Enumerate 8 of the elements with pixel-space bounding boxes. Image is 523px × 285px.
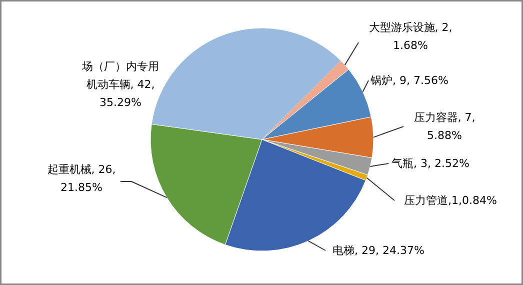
slice-label: 锅炉, 9, 7.56% (370, 74, 448, 87)
slice-label: 大型游乐设施, 2, 1.68% (368, 20, 452, 52)
slice-label: 压力容器, 7, 5.88% (414, 110, 476, 142)
slice-label: 电梯, 29, 24.37% (332, 244, 424, 257)
slice-label: 场（厂）内专用机动车辆, 42, 35.29% (81, 60, 159, 110)
slice-label: 压力管道,1,0.84% (404, 194, 497, 207)
slice-label: 起重机械, 26, 21.85% (47, 162, 116, 194)
slice-label: 气瓶, 3, 2.52% (392, 157, 470, 170)
